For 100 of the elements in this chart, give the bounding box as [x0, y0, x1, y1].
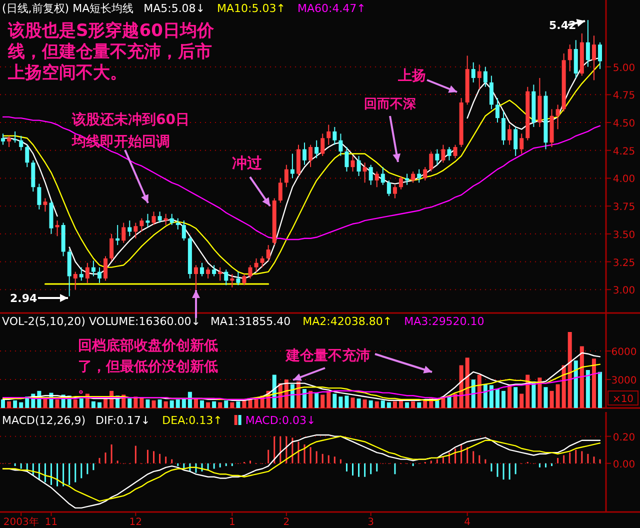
bar [97, 402, 102, 408]
bar [158, 399, 162, 408]
x-tick-label: 4 [464, 517, 471, 528]
bar [230, 402, 234, 408]
candlestick [483, 66, 488, 88]
bar [236, 401, 240, 408]
bar [374, 401, 379, 408]
candlestick [362, 162, 367, 184]
candlestick [7, 135, 12, 148]
bar [194, 398, 198, 408]
candlestick [206, 266, 210, 279]
candlestick [302, 142, 307, 166]
candlestick [43, 198, 48, 212]
text: DIF:0.17↓ [96, 414, 150, 427]
candlestick [495, 98, 500, 124]
candlestick [122, 222, 126, 244]
chart-title: (日线,前复权) MA短长均线 [2, 2, 134, 15]
candlestick [435, 148, 440, 166]
bar [574, 360, 578, 408]
chart-title: MACD(12,26,9) [2, 414, 86, 427]
bar [73, 399, 78, 408]
candlestick [308, 144, 313, 168]
bar [544, 387, 548, 408]
candlestick [514, 126, 518, 156]
candlestick [91, 260, 96, 277]
bar [332, 394, 337, 408]
y-tick-label: 0.00 [612, 459, 636, 470]
candlestick [332, 126, 337, 146]
x-tick-label: 2 [283, 517, 290, 528]
candlestick [140, 218, 144, 232]
bar [556, 384, 560, 408]
candlestick [453, 144, 458, 159]
y-tick-label: 3.75 [612, 202, 636, 214]
bar [218, 402, 222, 408]
line-series [2, 372, 601, 400]
candlestick [260, 256, 264, 268]
candlestick [254, 258, 258, 272]
candlestick [266, 244, 270, 262]
candlestick [110, 233, 114, 262]
candlestick [386, 180, 391, 197]
candlestick [477, 64, 482, 90]
bar [483, 384, 488, 408]
text: MA10:5.03↑ [217, 2, 286, 15]
candlestick [19, 135, 24, 151]
candlestick [170, 213, 174, 226]
text: MA1:31855.40 [210, 315, 291, 328]
y-tick-label: 0.20 [612, 432, 636, 444]
bar [550, 390, 554, 408]
candlestick [248, 264, 252, 279]
bar [356, 398, 361, 408]
y-axis-title: ×10 [612, 394, 634, 405]
y-tick-label: 6000 [611, 347, 637, 358]
bar [592, 358, 596, 408]
y-tick-label: 3.50 [612, 230, 636, 241]
candlestick [405, 173, 410, 186]
text: MA60:4.47↑ [297, 2, 366, 15]
bar [350, 398, 355, 408]
candlestick [97, 266, 102, 284]
y-tick-label: 3.25 [612, 258, 636, 269]
candlestick [502, 110, 506, 146]
bar [399, 400, 403, 408]
candlestick [598, 42, 602, 70]
candlestick [290, 153, 294, 179]
candlestick [224, 269, 228, 286]
candlestick [73, 271, 78, 290]
bar [411, 401, 416, 408]
annotation: 冲过 [232, 154, 263, 172]
candlestick [411, 171, 416, 184]
bar [314, 392, 319, 408]
bar [465, 358, 470, 408]
x-tick-label: 12 [129, 517, 142, 528]
candlestick [212, 264, 216, 277]
bar [19, 402, 24, 408]
candlestick [158, 211, 162, 224]
bar [538, 378, 542, 408]
x-tick-label: 11 [44, 517, 58, 528]
candlestick [1, 133, 5, 146]
candlestick [236, 271, 240, 286]
candlestick [344, 146, 349, 172]
bar [308, 390, 313, 408]
bar [182, 398, 186, 408]
candlestick [200, 262, 204, 277]
candlestick [399, 175, 403, 190]
candlestick [242, 274, 246, 286]
annotation: 该股也是S形穿越60日均价线，但建仓量不充沛，后市上扬空间不大。 [7, 21, 215, 83]
y-tick-label: 3000 [611, 376, 637, 386]
candlestick [520, 133, 524, 154]
bar [224, 400, 228, 408]
bar [326, 390, 331, 408]
bar [200, 400, 204, 408]
candlestick [471, 62, 476, 83]
candlestick [104, 256, 108, 282]
candlestick [326, 124, 331, 146]
annotation: 上扬 [397, 68, 426, 84]
annotation: 2.94 [10, 292, 38, 305]
candlestick [447, 146, 452, 161]
bar [164, 401, 168, 408]
candlestick [338, 133, 343, 156]
bar [471, 380, 476, 408]
legend-label: MACD:0.03↓ [245, 414, 316, 427]
